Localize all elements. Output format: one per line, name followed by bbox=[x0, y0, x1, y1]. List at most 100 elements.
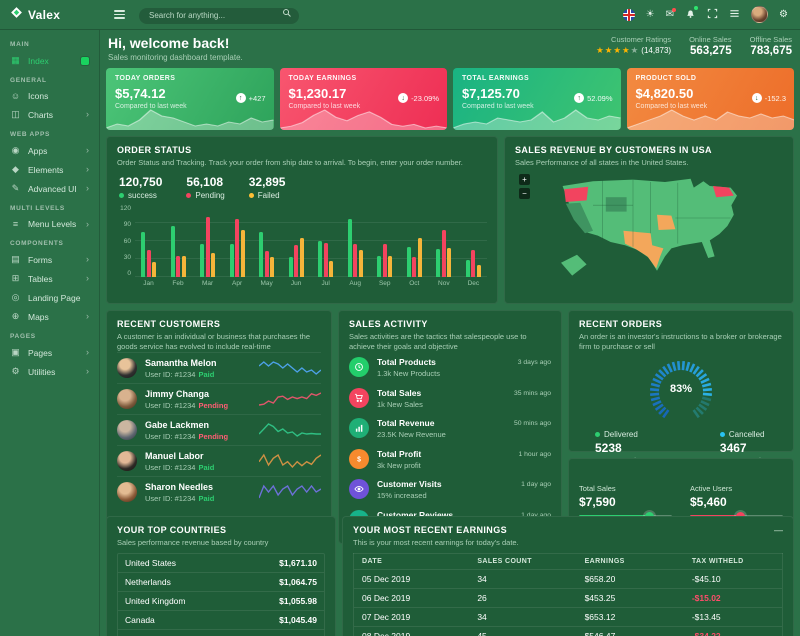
alaska-shape bbox=[561, 254, 587, 276]
bar bbox=[235, 219, 240, 278]
customer-row[interactable]: Samantha Melon User ID: #1234 Paid bbox=[117, 352, 321, 383]
bar-group: May bbox=[259, 205, 275, 287]
sidebar-item-advanced-ui[interactable]: ✎ Advanced UI › bbox=[11, 183, 89, 194]
bar bbox=[388, 256, 393, 278]
bar bbox=[146, 250, 151, 278]
order-status-card: ORDER STATUS Order Status and Tracking. … bbox=[106, 136, 498, 305]
sparkline-chart bbox=[279, 109, 447, 130]
status-badge: Pending bbox=[198, 400, 229, 410]
table-icon: ⊞ bbox=[11, 273, 20, 283]
search-icon[interactable] bbox=[282, 8, 292, 18]
mail-icon[interactable]: ✉ bbox=[665, 7, 677, 20]
usa-map[interactable]: + − bbox=[515, 170, 783, 295]
header-stats: Customer Ratings ★★★★★ (14,873) Online Sa… bbox=[596, 35, 792, 57]
list-menu-icon[interactable] bbox=[729, 8, 740, 22]
bar-group: Aug bbox=[347, 205, 363, 287]
state-texas bbox=[623, 230, 664, 269]
svg-text:$: $ bbox=[357, 456, 361, 463]
stat-cards-row: TODAY ORDERS $5,74.12 Compared to last w… bbox=[106, 68, 794, 130]
x-axis-label: Mar bbox=[201, 280, 214, 288]
legend-success: 120,750 success bbox=[119, 175, 163, 201]
legend-pending: 56,108 Pending bbox=[186, 175, 225, 201]
table-row: 06 Dec 2019 26 $453.25 -$15.02 bbox=[353, 588, 783, 609]
theme-sun-icon[interactable]: ☀ bbox=[645, 8, 655, 20]
row-order-status-map: ORDER STATUS Order Status and Tracking. … bbox=[106, 136, 794, 305]
customer-row[interactable]: Manuel Labor User ID: #1234 Paid bbox=[117, 445, 321, 476]
grid-icon: ▦ bbox=[11, 55, 20, 65]
chevron-right-icon: › bbox=[86, 218, 89, 229]
activity-row[interactable]: Total Products 1.3k New Products 3 days a… bbox=[349, 352, 551, 383]
bar bbox=[176, 256, 181, 278]
sidebar-item-tables[interactable]: ⊞ Tables › bbox=[11, 273, 89, 284]
sidebar-item-pages[interactable]: ▣ Pages › bbox=[11, 347, 89, 358]
sidebar-item-index[interactable]: ▦ Index bbox=[0, 51, 99, 70]
sidebar-item-menu-levels[interactable]: ≡ Menu Levels › bbox=[0, 215, 99, 233]
avatar bbox=[117, 389, 137, 410]
fullscreen-icon[interactable] bbox=[707, 8, 718, 22]
chevron-right-icon: › bbox=[86, 183, 89, 193]
pages-icon: ▣ bbox=[11, 347, 20, 357]
sidebar-item-elements[interactable]: ◆ Elements › bbox=[0, 160, 99, 179]
order-status-chart: 120 90 60 30 0 Jan Feb Mar Apr May Jun Jul Aug Sep Oc… bbox=[117, 205, 487, 287]
recent-orders-card: RECENT ORDERS An order is an investor's … bbox=[568, 310, 794, 465]
customer-ratings: Customer Ratings ★★★★★ (14,873) bbox=[596, 35, 672, 55]
bar bbox=[259, 232, 264, 278]
settings-gear-icon[interactable]: ⚙ bbox=[779, 8, 788, 20]
bar-group: Feb bbox=[170, 205, 186, 288]
stat-card-today-earnings[interactable]: TODAY EARNINGS $1,230.17 Compared to las… bbox=[279, 68, 447, 130]
bar-chart-icon bbox=[349, 418, 369, 439]
user-avatar[interactable] bbox=[751, 6, 769, 23]
sidebar-section-multilevels: MULTI LEVELS bbox=[10, 205, 65, 212]
customer-sparkline bbox=[259, 453, 321, 469]
bar-group: Nov bbox=[436, 205, 452, 287]
usa-map-svg bbox=[561, 178, 737, 276]
sidebar-item-utilities[interactable]: ⚙ Utilities › bbox=[11, 366, 89, 377]
stat-card-product-sold[interactable]: PRODUCT SOLD $4,820.50 Compared to last … bbox=[626, 68, 794, 130]
collapse-icon[interactable]: — bbox=[774, 525, 783, 535]
usa-map-card: SALES REVENUE BY CUSTOMERS IN USA Sales … bbox=[504, 136, 794, 305]
sidebar-section-pages: PAGES bbox=[10, 333, 36, 340]
brand-logo-icon bbox=[10, 6, 23, 24]
order-status-legend: 120,750 success 56,108 Pending 32,895 Fa… bbox=[119, 175, 485, 200]
search-bar bbox=[139, 5, 299, 24]
state-california bbox=[565, 202, 593, 234]
sidebar-item-maps[interactable]: ⊕ Maps › bbox=[11, 311, 89, 322]
bar bbox=[406, 247, 411, 278]
bell-icon[interactable] bbox=[685, 5, 699, 22]
map-zoom-in-button[interactable]: + bbox=[519, 174, 530, 186]
map-pin-icon: ⊕ bbox=[11, 311, 20, 321]
mail-notification-dot bbox=[671, 7, 677, 12]
customer-row[interactable]: Jimmy Changa User ID: #1234 Pending bbox=[117, 383, 321, 414]
search-input[interactable] bbox=[139, 7, 299, 24]
customer-row[interactable]: Sharon Needles User ID: #1234 Paid bbox=[117, 476, 321, 507]
sidebar-toggle-icon[interactable] bbox=[114, 10, 125, 19]
activity-row[interactable]: Total Revenue 23.5K New Revenue 50 mins a… bbox=[349, 413, 551, 444]
x-axis-label: Feb bbox=[172, 280, 184, 288]
x-axis-label: Jun bbox=[290, 280, 302, 288]
map-zoom-out-button[interactable]: − bbox=[519, 188, 530, 200]
stat-card-total-earnings[interactable]: TOTAL EARNINGS $7,125.70 Compared to las… bbox=[453, 68, 621, 130]
stat-card-today-orders[interactable]: TODAY ORDERS $5,74.12 Compared to last w… bbox=[106, 68, 274, 130]
customer-row[interactable]: Gabe Lackmen User ID: #1234 Pending bbox=[117, 414, 321, 445]
column-header: EARNINGS bbox=[576, 553, 684, 571]
bar bbox=[229, 244, 234, 278]
avatar bbox=[117, 420, 137, 441]
status-badge: Paid bbox=[198, 462, 215, 472]
chevron-right-icon: › bbox=[86, 145, 89, 155]
sidebar-item-forms[interactable]: ▤ Forms › bbox=[11, 254, 89, 265]
activity-row[interactable]: $ Total Profit 3k New profit 1 hour ago bbox=[349, 444, 551, 475]
sidebar-item-landing-page[interactable]: ◎ Landing Page bbox=[11, 292, 81, 303]
sidebar-item-charts[interactable]: ◫ Charts › bbox=[11, 109, 89, 120]
brand-logo[interactable]: Valex bbox=[0, 6, 100, 24]
activity-row[interactable]: Customer Visits 15% increased 1 day ago bbox=[349, 474, 551, 505]
activity-row[interactable]: Total Sales 1k New Sales 35 mins ago bbox=[349, 383, 551, 414]
arrow-down-icon: ↓ bbox=[751, 93, 762, 103]
bar bbox=[288, 257, 293, 278]
state-new-york bbox=[713, 186, 734, 198]
arrow-up-icon: ↑ bbox=[235, 93, 246, 103]
sidebar-item-icons[interactable]: ☺ Icons bbox=[10, 91, 49, 101]
sidebar-item-apps[interactable]: ◉ Apps › bbox=[11, 145, 89, 156]
chevron-right-icon: › bbox=[86, 273, 89, 283]
language-flag-icon[interactable] bbox=[622, 8, 635, 21]
x-axis-label: Jul bbox=[321, 280, 330, 288]
